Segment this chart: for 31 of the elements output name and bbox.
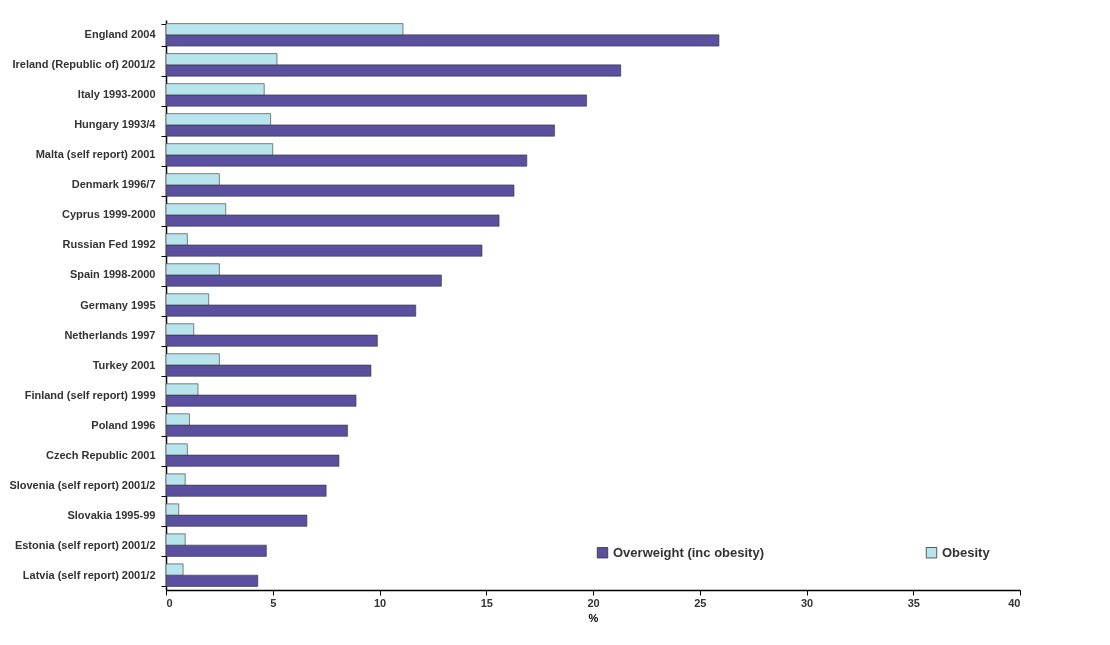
y-tick-label: Russian Fed 1992 bbox=[62, 238, 156, 251]
y-tick-label: Netherlands 1997 bbox=[64, 328, 156, 341]
y-tick-label: Czech Republic 2001 bbox=[46, 448, 156, 461]
y-tick-label: Spain 1998-2000 bbox=[69, 268, 156, 281]
x-axis-title: % bbox=[588, 611, 599, 624]
x-tick-label: 25 bbox=[694, 596, 707, 609]
legend-label: Obesity bbox=[942, 544, 991, 560]
y-tick-label: Ireland (Republic of) 2001/2 bbox=[12, 58, 156, 71]
y-tick-label: Hungary 1993/4 bbox=[74, 118, 157, 131]
x-tick-label: 15 bbox=[480, 596, 493, 609]
y-tick-label: Denmark 1996/7 bbox=[71, 178, 156, 191]
x-tick-label: 20 bbox=[587, 596, 600, 609]
y-tick-label: England 2004 bbox=[84, 28, 157, 41]
y-tick-label: Malta (self report) 2001 bbox=[35, 148, 156, 161]
x-tick-label: 5 bbox=[270, 596, 277, 609]
y-tick-label: Poland 1996 bbox=[91, 418, 156, 431]
x-tick-label: 0 bbox=[166, 596, 173, 609]
y-tick-label: Slovenia (self report) 2001/2 bbox=[9, 478, 156, 491]
x-tick-label: 30 bbox=[800, 596, 814, 609]
y-tick-label: Germany 1995 bbox=[80, 298, 156, 311]
y-tick-label: Estonia (self report) 2001/2 bbox=[14, 538, 156, 551]
y-tick-label: Turkey 2001 bbox=[92, 358, 156, 371]
y-tick-label: Latvia (self report) 2001/2 bbox=[22, 568, 156, 581]
y-tick-label: Italy 1993-2000 bbox=[77, 88, 156, 101]
x-tick-label: 35 bbox=[907, 596, 920, 609]
x-tick-label: 40 bbox=[1008, 596, 1021, 609]
y-tick-label: Cyprus 1999-2000 bbox=[61, 208, 156, 221]
y-tick-label: Slovakia 1995-99 bbox=[67, 508, 156, 521]
x-tick-label: 10 bbox=[373, 596, 387, 609]
legend-label: Overweight (inc obesity) bbox=[613, 544, 764, 560]
y-tick-label: Finland (self report) 1999 bbox=[24, 388, 156, 401]
